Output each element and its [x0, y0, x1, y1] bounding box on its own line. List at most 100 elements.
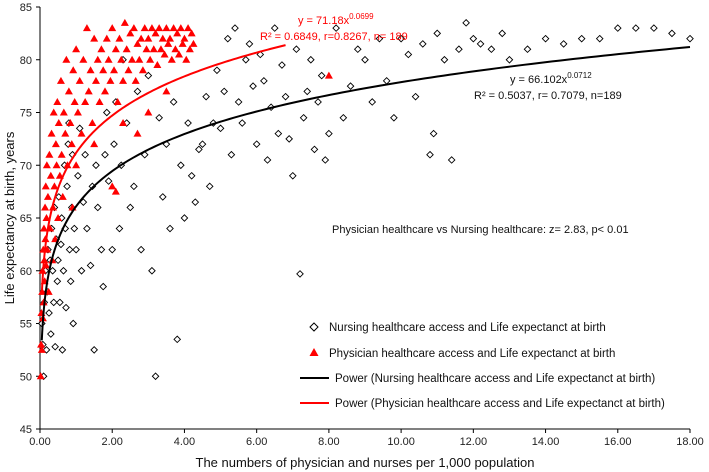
y-tick-label: 55	[20, 319, 32, 331]
nursing-point	[361, 55, 369, 64]
nursing-point	[59, 266, 68, 275]
physician-point	[90, 34, 99, 42]
nursing-point	[613, 24, 622, 32]
nursing-point	[46, 330, 55, 338]
nursing-point	[108, 245, 117, 254]
nursing-point	[433, 29, 442, 38]
physician-point	[66, 119, 75, 127]
nursing-point	[292, 45, 301, 54]
physician-point	[41, 203, 50, 211]
y-tick-label: 70	[20, 160, 32, 172]
physician-point	[111, 45, 120, 53]
nursing-point	[310, 145, 319, 154]
nursing-point	[169, 98, 178, 106]
physician-point	[97, 45, 106, 53]
physician-point	[144, 34, 153, 42]
physician-point	[42, 161, 51, 169]
physician-point	[81, 97, 90, 105]
physician-point	[77, 129, 86, 137]
nursing-point	[346, 82, 355, 90]
physician-point	[137, 34, 146, 42]
nursing-point	[70, 224, 79, 233]
nursing-point	[184, 119, 192, 127]
nursing-point	[559, 40, 568, 48]
nursing-point	[83, 224, 91, 233]
physician-point	[189, 39, 198, 47]
physician-point	[72, 161, 81, 169]
nursing-point	[77, 266, 86, 275]
physician-stats: R² = 0.6849, r=0.8267, n= 189	[260, 31, 408, 43]
physician-point	[133, 39, 142, 47]
nursing-point	[54, 256, 62, 265]
physician-point	[59, 108, 68, 116]
nursing-point	[180, 214, 189, 222]
nursing-point	[426, 150, 434, 159]
nursing-equation: y = 66.102x0.0712	[510, 71, 592, 86]
physician-point	[142, 45, 151, 53]
nursing-point	[187, 171, 196, 180]
physician-point	[162, 24, 171, 32]
physician-point	[58, 192, 67, 200]
nursing-point	[72, 245, 80, 254]
legend-label-nursing: Nursing healthcare access and Life expec…	[329, 322, 606, 334]
x-tick-label: 14.00	[532, 436, 560, 448]
nursing-point	[498, 29, 507, 38]
nursing-point	[234, 98, 243, 106]
nursing-point	[51, 342, 60, 351]
nursing-point	[260, 77, 268, 85]
nursing-point	[66, 277, 75, 286]
physician-point	[133, 129, 142, 137]
physician-point	[169, 24, 178, 32]
nursing-point	[137, 245, 145, 254]
nursing-point	[65, 245, 74, 254]
x-tick-label: 12.00	[460, 436, 488, 448]
nursing-point	[263, 156, 272, 164]
nursing-point	[110, 140, 118, 148]
physician-point	[156, 45, 165, 53]
nursing-point	[631, 24, 640, 32]
nursing-point	[314, 98, 322, 106]
physician-point	[113, 97, 122, 105]
nursing-point	[505, 55, 514, 64]
nursing-point	[595, 34, 604, 43]
physician-point	[102, 34, 111, 42]
physician-point	[36, 372, 45, 380]
nursing-point	[455, 45, 463, 54]
nursing-point	[418, 40, 427, 48]
y-tick-label: 85	[20, 2, 32, 14]
y-tick-label: 65	[20, 213, 32, 225]
nursing-point	[151, 372, 160, 381]
nursing-point	[75, 124, 84, 133]
physician-point	[166, 34, 174, 42]
physician-point	[95, 97, 104, 105]
physician-point	[84, 87, 93, 95]
physician-point	[73, 108, 82, 116]
nursing-point	[144, 71, 153, 80]
nursing-point	[53, 277, 62, 286]
nursing-point	[577, 34, 586, 43]
nursing-point	[368, 98, 377, 106]
physician-point	[180, 34, 189, 42]
nursing-point	[166, 224, 174, 233]
physician-point	[146, 55, 155, 63]
legend-item-physician: Physician healthcare access and Life exp…	[309, 348, 615, 360]
nursing-point	[62, 303, 70, 312]
physician-point	[54, 214, 63, 221]
physician-point	[119, 76, 128, 84]
physician-point	[47, 129, 56, 137]
nursing-point	[429, 129, 438, 138]
physician-point	[108, 182, 117, 190]
nursing-point	[541, 34, 550, 43]
nursing-point	[220, 87, 229, 96]
physician-point	[46, 171, 55, 179]
physician-point	[63, 161, 72, 169]
nursing-point	[382, 77, 391, 85]
y-tick-label: 75	[20, 108, 32, 120]
physician-point	[39, 224, 48, 232]
y-axis-title: Life expectancy at birth, years	[2, 131, 17, 304]
physician-point	[56, 76, 65, 84]
physician-point	[164, 39, 173, 47]
x-axis-ticks: 0.00 2.00 4.00 6.00 8.00 10.00 12.00 14.00 16.00…	[29, 429, 704, 448]
nursing-point	[58, 346, 67, 354]
